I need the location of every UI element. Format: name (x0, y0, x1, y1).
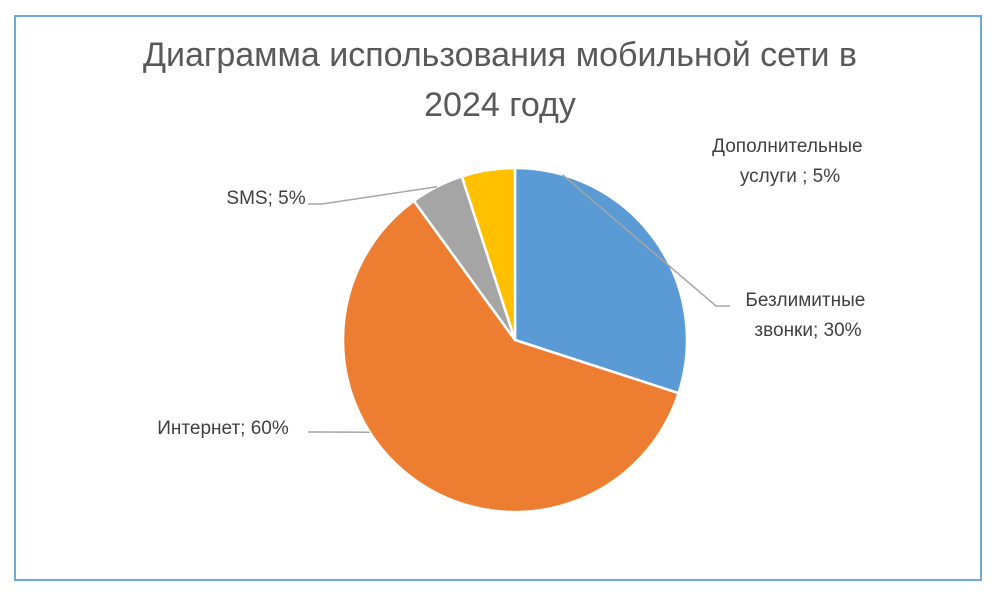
pie-slice-calls (513, 166, 689, 395)
slice-label-internet-line-1: Интернет; 60% (157, 418, 289, 439)
slice-label-extra-line-1: Дополнительные (712, 136, 862, 157)
slice-label-sms-line-1: SMS; 5% (226, 188, 305, 209)
pie-slice-internet (341, 199, 681, 514)
slice-label-sms: SMS; 5% (226, 188, 305, 209)
slice-label-calls-line-2: звонки; 30% (754, 320, 861, 341)
chart-title: Диаграмма использования мобильной сети в… (0, 30, 1000, 130)
leader-line-calls (561, 174, 730, 307)
slice-label-extra-line-2: услуги ; 5% (740, 166, 840, 187)
slice-label-extra: Дополнительные услуги ; 5% (712, 136, 868, 187)
slice-label-calls: Безлимитные звонки; 30% (745, 290, 870, 341)
chart-title-line-2: 2024 году (424, 86, 576, 124)
leader-line-sms (308, 185, 438, 205)
chart-title-line-1: Диаграмма использования мобильной сети в (143, 36, 857, 74)
slice-label-internet: Интернет; 60% (157, 418, 289, 439)
slice-label-calls-line-1: Безлимитные (745, 290, 865, 311)
pie-slice-extra (460, 166, 517, 341)
